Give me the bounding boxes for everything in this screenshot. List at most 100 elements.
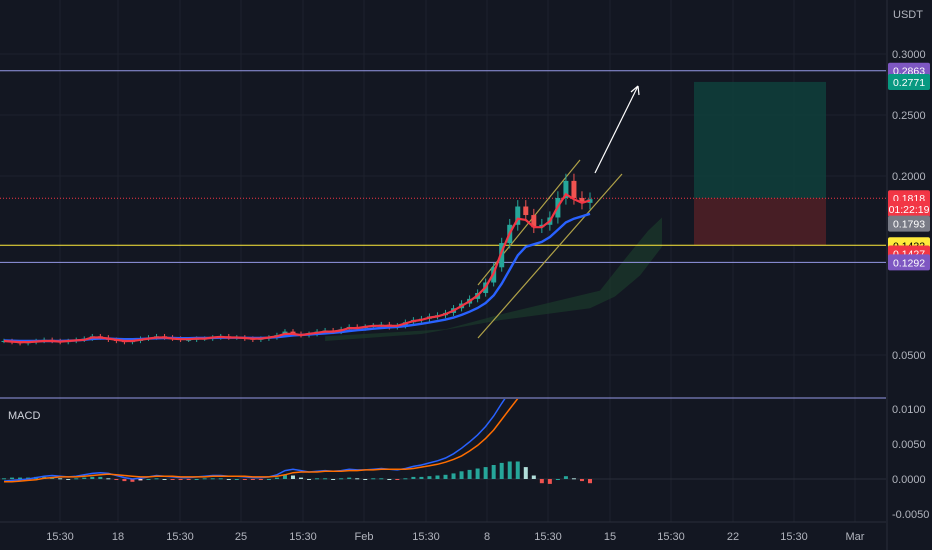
macd-histogram-bar: [138, 479, 143, 481]
macd-histogram-bar: [507, 461, 512, 479]
macd-histogram-bar: [435, 475, 440, 479]
time-tick-label: 18: [112, 531, 124, 543]
price-badge-bg: [888, 73, 930, 90]
macd-histogram-bar: [347, 477, 352, 479]
time-tick-label: 15:30: [289, 531, 317, 543]
time-tick-label: 22: [727, 531, 739, 543]
time-tick-label: 8: [484, 531, 490, 543]
arrow-head: [630, 85, 640, 96]
position-zone: [694, 81, 826, 246]
macd-histogram-bar: [130, 479, 135, 482]
price-tick-label: 0.2000: [892, 171, 926, 183]
macd-histogram-bar: [154, 478, 159, 480]
macd-histogram-bar: [170, 479, 175, 480]
macd-histogram-bar: [395, 479, 400, 480]
macd-tick-label: 0.0000: [892, 474, 926, 486]
macd-histogram-bar: [451, 473, 456, 479]
macd-histogram-bar: [475, 468, 480, 479]
price-badge-bg: [888, 254, 930, 271]
macd-histogram-bar: [66, 479, 71, 480]
macd-histogram-bar: [299, 477, 304, 479]
macd-histogram-bar: [146, 479, 151, 480]
candle-body: [563, 180, 569, 198]
price-axis: 0.3000 0.2500 0.2000 0.0500 0.0100 0.0050 0.00…: [886, 0, 930, 550]
macd-histogram-bar: [122, 479, 127, 482]
macd-histogram-bar: [331, 479, 336, 480]
time-tick-label: 15:30: [534, 531, 562, 543]
time-tick-label: 25: [235, 531, 247, 543]
macd-histogram-bar: [499, 462, 504, 479]
candle-body: [515, 206, 521, 225]
macd-histogram-bar: [547, 479, 552, 484]
macd-histogram-bar: [250, 479, 255, 480]
macd-histogram-bar: [419, 476, 424, 479]
macd-histogram-bar: [82, 477, 87, 479]
macd-histogram-bar: [339, 478, 344, 480]
price-badge: 0.1292: [888, 254, 930, 271]
macd-histogram-bar: [315, 478, 320, 480]
channel-lower: [477, 173, 623, 339]
macd-histogram-bar: [459, 471, 464, 479]
macd-histogram-bar: [371, 478, 376, 480]
macd-histogram-bar: [114, 479, 119, 480]
macd-histogram-bar: [210, 478, 215, 480]
trend-arrow: [594, 85, 640, 174]
time-tick-label: 15:30: [46, 531, 74, 543]
time-tick-label: 15:30: [780, 531, 808, 543]
macd-histogram-bar: [98, 476, 103, 479]
macd-histogram-bar: [266, 479, 271, 480]
time-tick-label: 15:30: [657, 531, 685, 543]
candle-body: [579, 197, 585, 203]
candle-body: [523, 206, 529, 216]
macd-histogram-bar: [18, 477, 23, 479]
grid: [0, 0, 886, 522]
price-badge-label: 0.1292: [893, 257, 925, 269]
price-badge-bg: [888, 215, 930, 232]
price-badge-bg: [888, 200, 930, 217]
macd-histogram-bar: [58, 478, 63, 480]
macd-histogram-bar: [194, 479, 199, 480]
macd-histogram-bar: [2, 478, 6, 480]
macd-histogram-bar: [323, 478, 328, 480]
macd-histogram-bar: [531, 475, 536, 479]
macd-histogram-bar: [274, 477, 279, 479]
time-tick-label: 15: [604, 531, 616, 543]
price-badge: 0.2771: [888, 73, 930, 90]
macd-histogram-bar: [571, 478, 576, 480]
time-tick-label: Feb: [355, 531, 374, 543]
price-tick-label: 0.0500: [892, 350, 926, 362]
stop-zone: [694, 198, 826, 246]
macd-tick-label: -0.0050: [892, 509, 929, 521]
macd-histogram-bar: [106, 478, 111, 480]
macd-line: [3, 399, 506, 482]
macd-histogram-bar: [307, 479, 312, 480]
macd-histogram-bar: [10, 477, 15, 479]
macd-histogram-bar: [355, 478, 360, 480]
macd-histogram-bar: [411, 476, 416, 479]
macd-histogram-bar: [379, 478, 384, 480]
macd-histogram-bar: [427, 476, 432, 479]
macd-pane: [0, 399, 886, 484]
macd-histogram-bar: [555, 479, 560, 480]
macd-histogram-bar: [403, 478, 408, 480]
macd-tick-label: 0.0100: [892, 404, 926, 416]
macd-histogram-bar: [74, 478, 79, 480]
currency-label: USDT: [893, 9, 923, 21]
target-zone: [694, 81, 826, 199]
macd-histogram-bar: [90, 476, 95, 479]
macd-histogram-bar: [483, 467, 488, 479]
horizontal-lines: [0, 70, 886, 399]
macd-histogram-bar: [226, 479, 231, 480]
candle-body: [571, 180, 577, 198]
price-badge-label: 01:22:19: [889, 204, 930, 216]
macd-histogram-bar: [579, 479, 584, 482]
macd-histogram-bar: [234, 479, 239, 480]
macd-histogram-bar: [523, 467, 528, 479]
price-badge: 0.1793: [888, 215, 930, 232]
macd-histogram-bar: [515, 461, 520, 479]
macd-histogram-bar: [186, 479, 191, 480]
moving-averages: [3, 192, 591, 344]
time-axis: 15:30 18 15:30 25 15:30 Feb 15:30 8 15:30 15 15:30…: [0, 521, 886, 543]
macd-histogram-bar: [588, 479, 592, 484]
